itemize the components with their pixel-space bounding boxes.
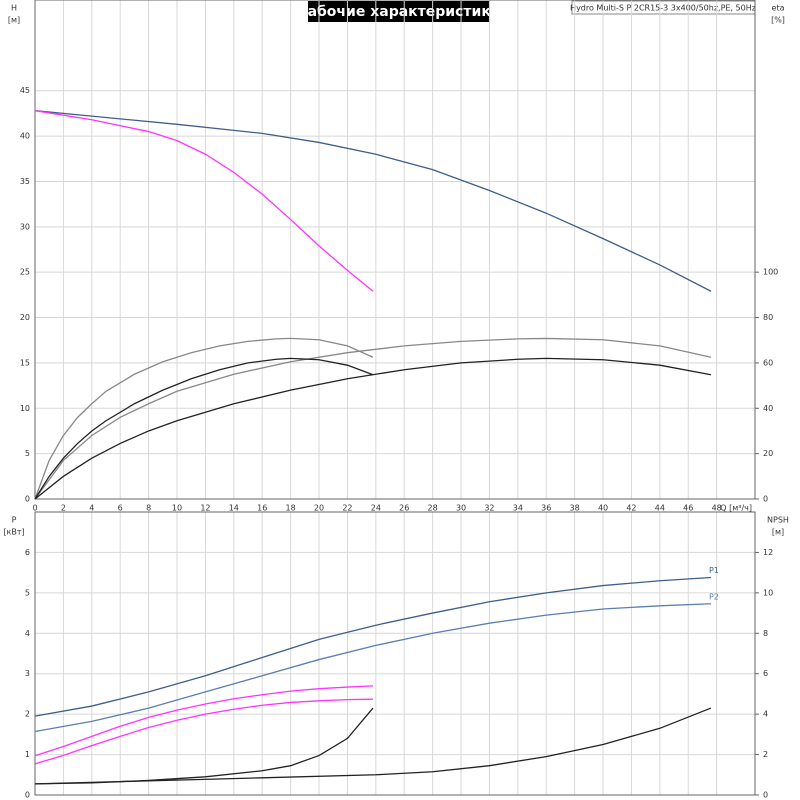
x-tick-label: 20 [314,504,324,513]
y2-axis-label: [м] [772,528,784,537]
series-line [34,337,374,500]
x-tick-label: 0 [32,504,37,513]
y-tick-label: 0 [25,495,30,504]
y2-tick-label: 20 [763,449,773,458]
y2-tick-label: 2 [763,750,768,759]
y-tick-label: 4 [25,629,30,638]
series-line [34,110,712,292]
x-tick-label: 32 [484,504,494,513]
x-tick-label: 46 [683,504,693,513]
x-tick-label: 30 [456,504,466,513]
x-tick-label: 10 [172,504,182,513]
y-tick-label: 40 [20,132,30,141]
x-tick-label: 4 [89,504,94,513]
x-tick-label: 6 [118,504,123,513]
series-line [34,110,374,292]
y-tick-label: 0 [25,791,30,800]
y-tick-label: 5 [25,588,30,597]
plot-frame [34,0,756,500]
y2-tick-label: 8 [763,629,768,638]
chart-title: Рабочие характеристики [297,4,500,20]
y-tick-label: 1 [25,750,30,759]
series-line [34,707,712,785]
y-tick-label: 3 [25,669,30,678]
y2-tick-label: 12 [763,548,773,557]
x-tick-label: 12 [200,504,210,513]
y2-tick-label: 0 [763,791,768,800]
y2-tick-label: 0 [763,495,768,504]
x-axis-label: Q [м³/ч] [720,504,752,513]
y-tick-label: 25 [20,268,30,277]
y-tick-label: 2 [25,710,30,719]
y2-axis-label: [%] [771,16,785,25]
x-tick-label: 8 [146,504,151,513]
series-line [34,357,374,500]
series-line [34,357,712,500]
y-tick-label: 6 [25,548,30,557]
x-tick-label: 44 [655,504,665,513]
x-tick-label: 42 [626,504,636,513]
x-tick-label: 40 [598,504,608,513]
y2-tick-label: 80 [763,313,773,322]
x-tick-label: 16 [257,504,267,513]
chart-subtitle: Hydro Multi-S P 2CR15-3 3x400/50hz,PE, 5… [570,4,756,13]
x-tick-label: 38 [570,504,580,513]
x-tick-label: 26 [399,504,409,513]
y2-tick-label: 4 [763,710,768,719]
y-tick-label: 20 [20,313,30,322]
y-axis-label: [кВт] [3,528,24,537]
series-label: P1 [709,566,719,575]
plot-frame [34,511,756,796]
x-tick-label: 28 [428,504,438,513]
x-tick-label: 14 [229,504,239,513]
y-tick-label: 30 [20,222,30,231]
x-tick-label: 48 [712,504,722,513]
x-tick-label: 18 [286,504,296,513]
y-tick-label: 35 [20,177,30,186]
y-axis-label: H [11,4,17,13]
series-line [34,337,712,500]
y-tick-label: 45 [20,86,30,95]
series-line [34,576,712,717]
series-line [34,707,374,785]
series-line [34,698,373,765]
x-tick-label: 36 [541,504,551,513]
series-line [34,685,374,757]
y-tick-label: 5 [25,449,30,458]
y2-tick-label: 6 [763,669,768,678]
y-axis-label: P [12,516,17,525]
x-tick-label: 22 [342,504,352,513]
x-tick-label: 34 [513,504,523,513]
y-tick-label: 15 [20,358,30,367]
y2-axis-label: eta [772,4,785,13]
x-tick-label: 24 [371,504,381,513]
y2-tick-label: 10 [763,588,773,597]
y2-tick-label: 40 [763,404,773,413]
series-label: P2 [709,592,719,601]
title-box [308,1,490,22]
y2-tick-label: 60 [763,358,773,367]
series-line [34,603,712,733]
x-tick-label: 2 [61,504,66,513]
y2-axis-label: NPSH [767,516,789,525]
y-axis-label: [м] [8,16,20,25]
y2-tick-label: 100 [763,268,778,277]
y-tick-label: 10 [20,404,30,413]
